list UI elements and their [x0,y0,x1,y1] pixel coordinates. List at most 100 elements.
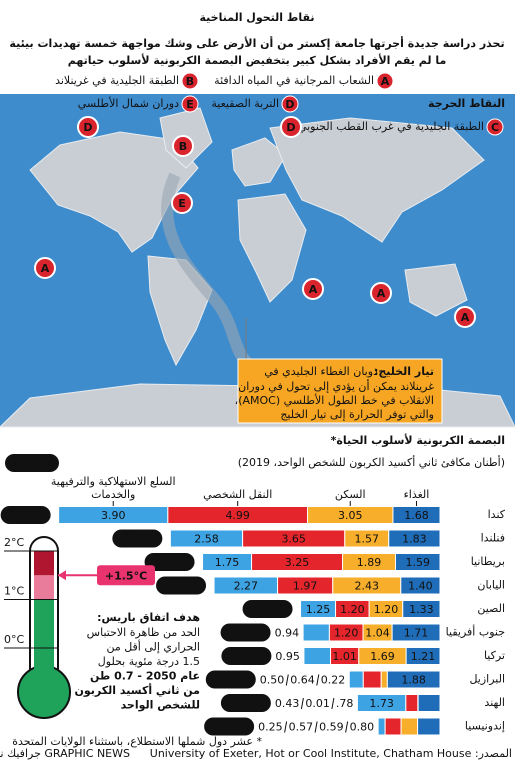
bar-segment [402,600,441,618]
segment-label: 2.58 [194,533,219,546]
country-label: تركيا [484,649,505,662]
footnote: * عشر دول شملها الاستطلاع، باستثناء الول… [12,735,262,748]
paris-line: عام 2050 - 0.7 طن [90,670,200,683]
legend-marker [281,95,299,113]
total-label: 8.48 [156,556,183,569]
map-marker [370,282,392,304]
bar-segment [348,670,364,689]
segment-label: 1.40 [408,580,433,593]
map-marker-key: A [41,262,50,275]
total-pill [220,694,271,712]
segment-label-outside: 0.50 [260,674,285,687]
total-label: 4.86 [233,650,260,663]
map-marker-key: A [309,283,318,296]
legend-key: C [491,121,499,134]
total-label: 8.07 [167,580,194,593]
bar-segment [377,717,386,736]
thermo-tick-label: 2°C [4,536,24,549]
map-marker-key: B [179,140,187,153]
segment-label: 1.33 [409,603,434,616]
series-header: الغذاء [403,488,430,501]
bar-segment [400,576,441,595]
thermo-tick-label: 0°C [4,633,24,646]
legend-marker [486,118,504,136]
chart-title: البصمة الكربونية لأسلوب الحياة* [331,433,505,447]
total-label: 13.62 [8,509,43,522]
map-marker-key: E [178,197,186,210]
segment-label: 2.27 [234,580,259,593]
label-separator [345,721,349,733]
callout-line: غرينلاند يمكن أن يؤدي إلى تحول في دوران [238,379,434,393]
legend-label: الشعاب المرجانية في المياه الدافئة [214,74,374,87]
series-header: النقل الشخصي [203,488,273,501]
label-separator [300,697,304,710]
segment-label: 1.97 [293,580,318,593]
map-marker [172,135,194,157]
map-marker [280,116,302,138]
segment-label-outside: 0.95 [275,650,300,663]
map-marker-key: A [377,287,386,300]
thermo-tick-label: 1°C [4,585,24,598]
callout-title: تيار الخليج: [374,365,434,378]
series-header: السلع الاستهلاكية والترفيهية والخدمات [50,475,176,501]
bar-segment [417,717,441,736]
country-label: البرازيل [469,673,505,686]
segment-label: 1.20 [374,603,399,616]
total-pill [144,553,195,571]
target-arrow [58,570,66,581]
segment-label: 1.59 [405,556,430,569]
bar-segment [362,670,382,689]
ocean-current [161,172,263,376]
segment-label: 3.65 [281,533,306,546]
total-label: 3.24 [217,674,244,687]
legend-marker [181,95,199,113]
segment-label: 3.25 [285,556,310,569]
source: المصدر: University of Exeter, Hot or Coo… [150,747,512,760]
country-label: إندونيسيا [465,720,505,733]
paris-line: 1.5 درجة مئوية بحلول [98,655,200,668]
segment-label: 1.04 [365,627,390,640]
label-separator [284,721,288,733]
map-marker [171,192,193,214]
bar-segment [400,717,419,736]
callout-text: ذوبان الغطاء الجليدي في [264,365,378,378]
legend-marker [181,72,199,90]
label-separator [285,674,289,686]
bar-segment [386,670,441,689]
total-pill [156,576,207,595]
segment-label: 1.71 [404,627,429,640]
map-marker [77,116,99,138]
country-label: بريطانيا [471,555,505,568]
map-marker-key: D [286,121,295,134]
segment-label: 1.68 [404,509,429,522]
label-separator [331,697,335,710]
segment-label-outside: 0.59 [319,721,344,734]
thermo-zone-green [34,599,54,692]
legend-key: D [285,98,294,111]
legend-key: E [186,98,194,111]
chart-subtitle: (أطنان مكافئ ثاني أكسيد الكربون للشخص ال… [238,455,505,469]
segment-label: 1.25 [306,603,331,616]
bar-segment [302,623,330,642]
segment-label: 1.73 [369,697,394,710]
bar-segment [392,506,441,524]
legend-label: دوران شمال الأطلسي [78,96,179,110]
segment-label-outside: 0.80 [350,721,375,734]
thermo-zone-red [34,551,54,576]
credit: GRAPHIC NEWS جرافيك نيوز [0,747,130,760]
legend-marker [376,72,394,90]
segment-label-outside: 0.94 [275,627,300,640]
total-pill [242,600,293,618]
map-marker-key: D [83,121,92,134]
asia [269,117,485,243]
paris-line: من ثاني أكسيد الكربون [75,683,200,697]
map-marker [302,278,324,300]
bar-segment [380,670,388,689]
total-pill [205,670,256,689]
total-pill [0,506,51,524]
map-marker [34,257,56,279]
paris-line: الحراري إلى أقل من [106,640,200,654]
bar-segment [394,553,441,571]
